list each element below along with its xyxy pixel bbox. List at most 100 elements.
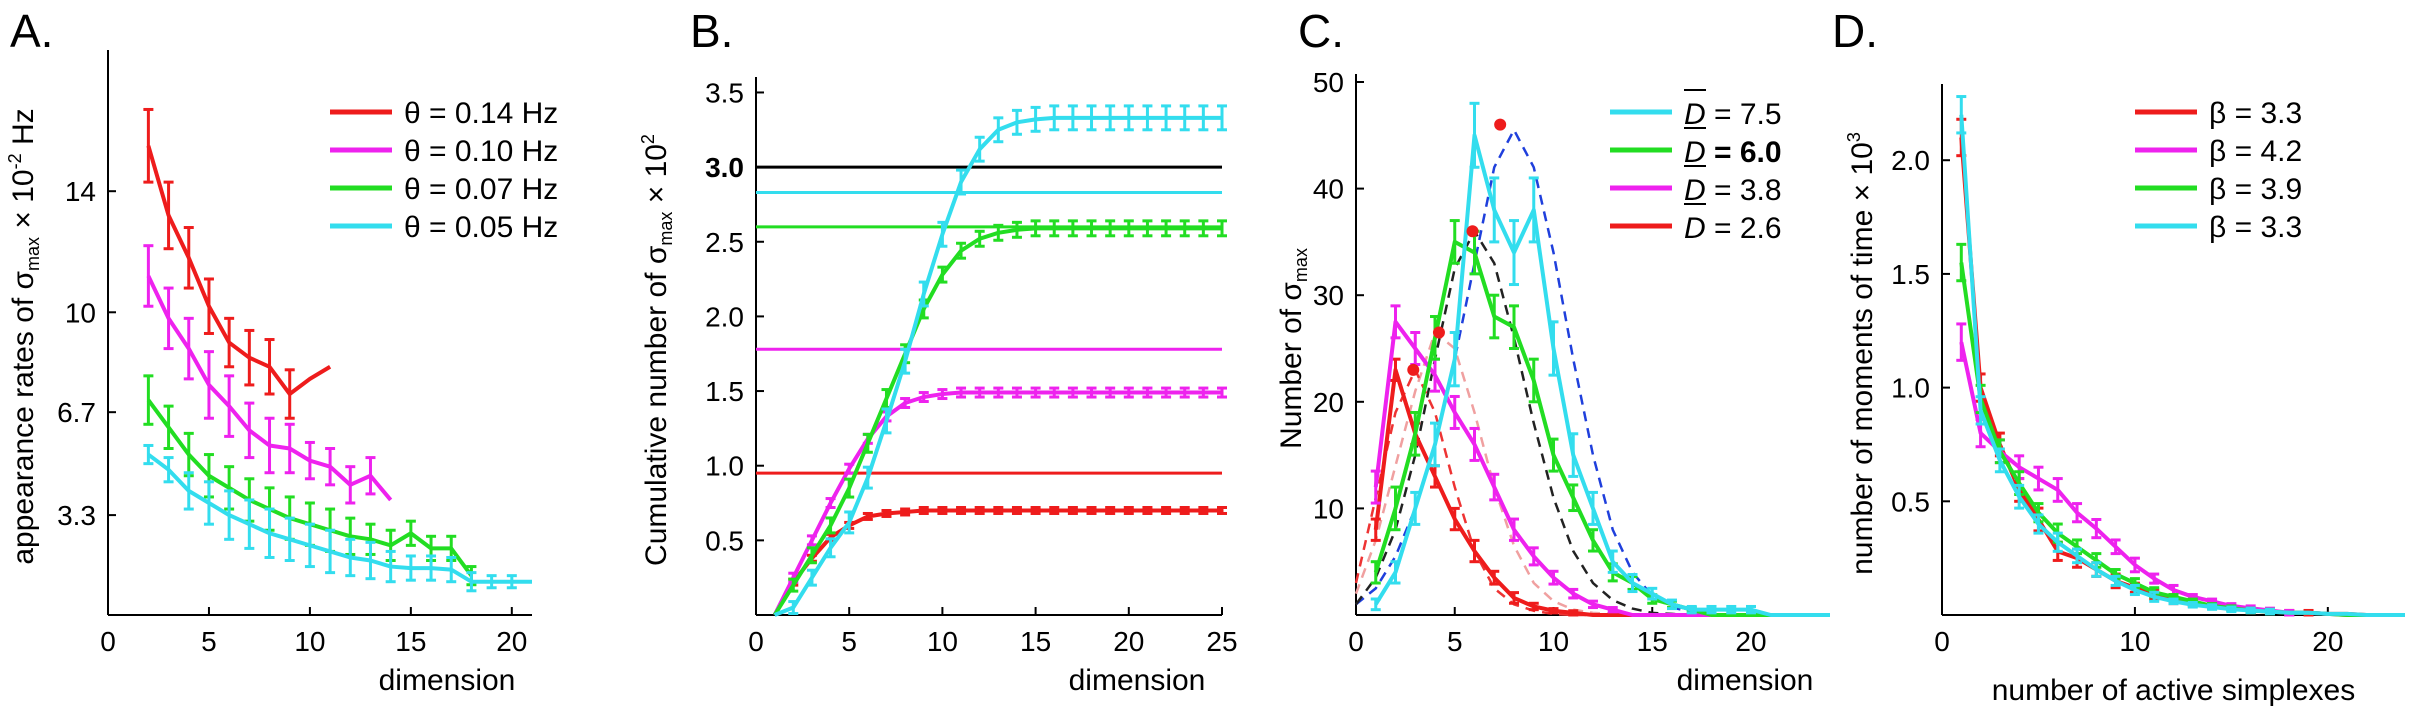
panel-a: A. 0 5 10 15 20 3.3 6.7 10 14 dimension appearance … — [5, 5, 558, 697]
y-tick-label: 2.5 — [705, 227, 744, 258]
y-tick-label: 0.5 — [1891, 486, 1930, 517]
legend-symbol: D — [1684, 174, 1706, 207]
x-tick-label: 20 — [1113, 626, 1144, 657]
series-red — [143, 107, 332, 420]
fit-curve — [1354, 330, 1653, 617]
legend-label: β = 3.3 — [2209, 97, 2302, 130]
series-red — [772, 506, 1227, 616]
legend-label: = 7.5 — [1714, 98, 1782, 131]
x-tick-label: 15 — [1020, 626, 1051, 657]
y-axis-label-exp: 3 — [1844, 132, 1864, 142]
panel-label: B. — [690, 5, 733, 57]
series-green — [772, 219, 1227, 617]
x-tick-label: 0 — [100, 626, 116, 657]
legend-symbol: D — [1684, 98, 1706, 131]
series-line — [1959, 137, 2405, 617]
panel-d: D. 0 10 20 0.5 1.0 1.5 2.0 number of active simp… — [1832, 5, 2405, 707]
legend-label: θ = 0.07 Hz — [404, 173, 558, 206]
legend-label: = 6.0 — [1714, 136, 1782, 169]
y-tick-label: 50 — [1313, 67, 1344, 98]
panel-c: C. 0 5 10 15 20 10 20 30 40 50 dimension Number of σ… — [1275, 5, 1830, 697]
legend-label: θ = 0.14 Hz — [404, 97, 558, 130]
y-axis-label-mult: × 10 — [1846, 142, 1879, 210]
y-axis-label-unit: Hz — [7, 108, 40, 153]
x-axis-label: number of active simplexes — [1992, 674, 2356, 707]
legend: θ = 0.14 Hz θ = 0.10 Hz θ = 0.07 Hz θ = 0.0… — [330, 97, 558, 244]
y-tick-label: 40 — [1313, 174, 1344, 205]
series-line — [1373, 239, 1830, 617]
panel-label: A. — [10, 5, 53, 57]
y-tick-label: 10 — [65, 297, 96, 328]
y-axis-label: number of moments of time × 103 — [1844, 132, 1879, 575]
legend-symbol: D — [1684, 212, 1706, 245]
y-tick-label: 14 — [65, 176, 96, 207]
series-magenta — [143, 244, 393, 505]
y-axis-label-main: appearance rates of σ — [7, 270, 40, 564]
series-line — [146, 145, 332, 397]
x-axis-label: dimension — [1069, 664, 1206, 697]
y-axis-label-exp: -2 — [5, 153, 25, 169]
x-tick-label: 25 — [1206, 626, 1237, 657]
x-axis-label: dimension — [1677, 664, 1814, 697]
legend-symbol: D — [1684, 136, 1706, 169]
x-tick-label: 15 — [395, 626, 426, 657]
series-line — [1959, 341, 2405, 617]
y-tick-label: 1.5 — [1891, 259, 1930, 290]
legend-label: θ = 0.05 Hz — [404, 211, 558, 244]
y-tick-label: 1.0 — [705, 451, 744, 482]
legend: β = 3.3 β = 4.2 β = 3.9 β = 3.3 — [2135, 97, 2302, 244]
series-green — [1956, 242, 2405, 617]
y-axis-label-mult: × 10 — [7, 169, 40, 237]
y-axis-label-mult: × 10 — [640, 144, 673, 212]
y-axis-label-exp: 2 — [638, 134, 658, 144]
series-cyan — [143, 443, 532, 593]
y-tick-label: 6.7 — [57, 397, 96, 428]
y-tick-label: 30 — [1313, 280, 1344, 311]
series-green — [1370, 219, 1830, 617]
x-tick-label: 20 — [496, 626, 527, 657]
x-tick-label: 0 — [1934, 626, 1950, 657]
x-tick-label: 5 — [201, 626, 217, 657]
y-axis-label: Cumulative number of σmax × 102 — [638, 134, 676, 566]
y-axis-label-main: number of moments of time — [1846, 210, 1879, 575]
series-line — [1959, 262, 2405, 617]
x-tick-label: 15 — [1637, 626, 1668, 657]
x-tick-label: 5 — [841, 626, 857, 657]
y-axis-label: Number of σmax — [1275, 248, 1311, 449]
y-tick-label: 2.0 — [705, 301, 744, 332]
series-red — [1956, 117, 2405, 617]
x-tick-label: 10 — [927, 626, 958, 657]
x-tick-label: 0 — [1348, 626, 1364, 657]
y-tick-label: 3.0 — [705, 152, 744, 183]
series-line — [1959, 114, 2405, 617]
series-line — [1373, 319, 1830, 617]
x-tick-label: 5 — [1447, 626, 1463, 657]
y-axis-label-sub: max — [1291, 248, 1311, 282]
series-cyan — [773, 104, 1227, 617]
series-line — [1374, 133, 1830, 617]
legend-label: β = 3.3 — [2209, 211, 2302, 244]
y-tick-label: 3.3 — [57, 500, 96, 531]
y-tick-label: 3.5 — [705, 77, 744, 108]
legend-label: β = 3.9 — [2209, 173, 2302, 206]
y-axis-label: appearance rates of σmax × 10-2 Hz — [5, 108, 43, 564]
series-cyan — [1956, 95, 2405, 617]
panel-b: B. 0 5 10 15 20 25 0.5 1.0 1.5 2.0 2.5 3.0 3.5 dimensi… — [638, 5, 1238, 697]
x-tick-label: 10 — [1538, 626, 1569, 657]
legend-label: θ = 0.10 Hz — [404, 135, 558, 168]
x-tick-label: 10 — [2119, 626, 2150, 657]
y-tick-label: 2.0 — [1891, 145, 1930, 176]
panel-label: C. — [1298, 5, 1344, 57]
legend-label: = 2.6 — [1714, 212, 1782, 245]
y-tick-label: 20 — [1313, 387, 1344, 418]
series-line — [147, 452, 532, 584]
series-line — [772, 226, 1222, 617]
x-tick-label: 10 — [294, 626, 325, 657]
y-tick-label: 0.5 — [705, 525, 744, 556]
x-tick-label: 20 — [2312, 626, 2343, 657]
y-axis-label-main: Cumulative number of σ — [640, 245, 673, 566]
y-axis-label-sub: max — [23, 237, 43, 271]
peak-marker — [1466, 225, 1479, 238]
peak-marker — [1407, 363, 1420, 376]
